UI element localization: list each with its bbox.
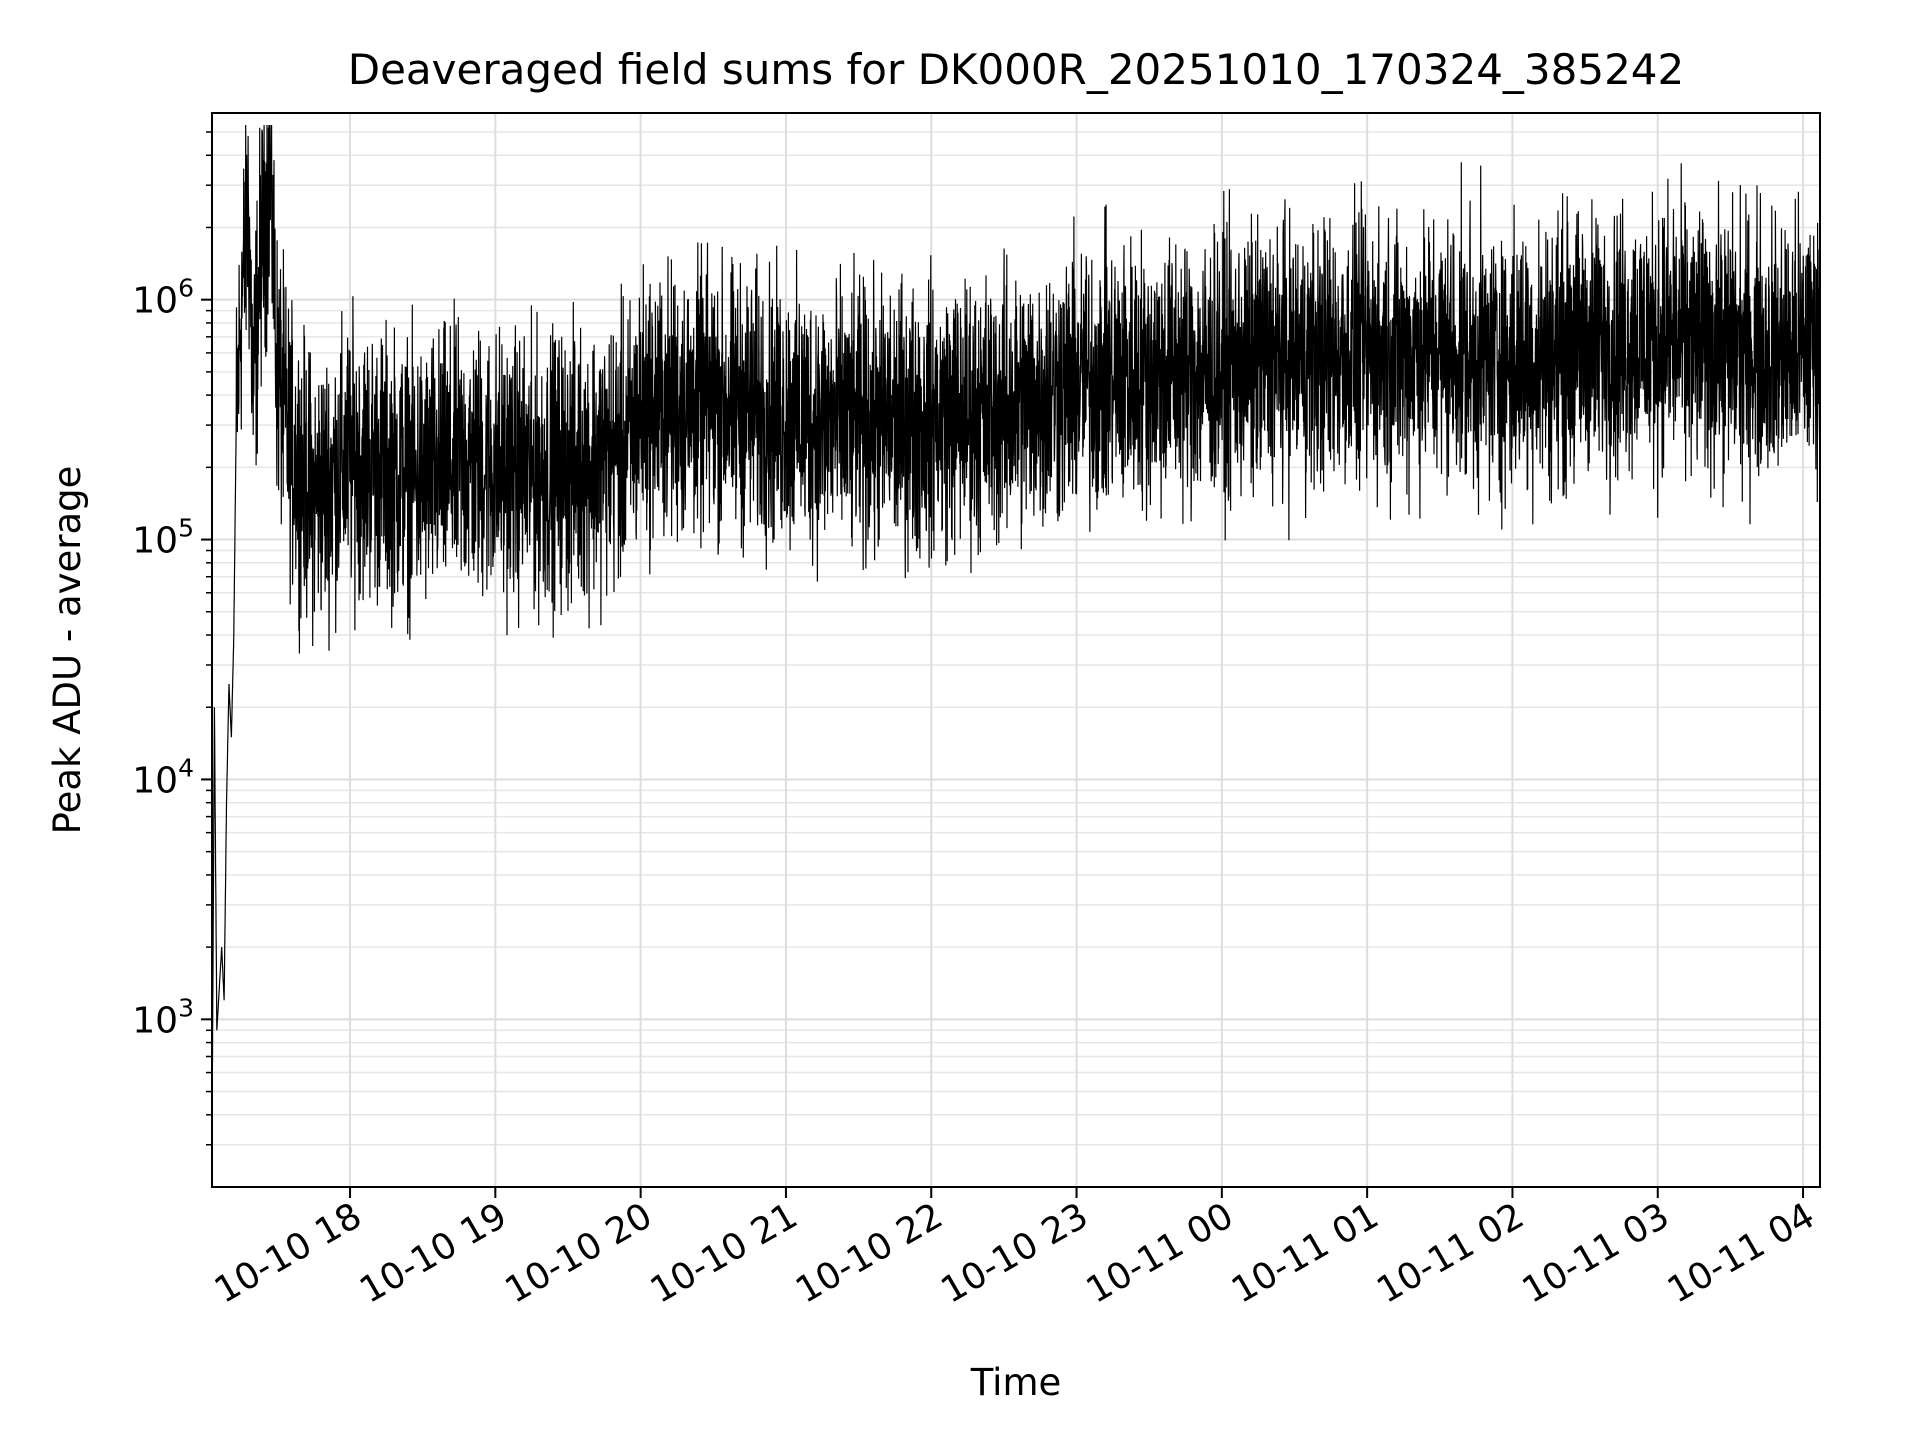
y-tick-label-exponent: 5 [178, 514, 194, 543]
plot-frame [211, 112, 1821, 1188]
y-tick-label-base: 10 [132, 521, 178, 562]
y-tick-label: 106 [132, 274, 194, 322]
series-line [211, 124, 1821, 1145]
series-layer [211, 124, 1821, 1145]
y-tick-label-exponent: 3 [178, 993, 194, 1022]
y-tick-label-base: 10 [132, 281, 178, 322]
y-tick-label-exponent: 4 [178, 753, 194, 782]
y-tick-label-base: 10 [132, 1000, 178, 1041]
grid [212, 113, 1820, 1187]
y-tick-label-base: 10 [132, 760, 178, 801]
y-tick-label-exponent: 6 [178, 274, 194, 303]
y-tick-label: 103 [132, 993, 194, 1041]
y-tick-label: 104 [132, 753, 194, 801]
x-axis-label: Time [970, 1361, 1062, 1404]
y-tick-label: 105 [132, 514, 194, 562]
y-axis-label: Peak ADU - average [46, 466, 89, 835]
chart-title: Deaveraged field sums for DK000R_2025101… [348, 45, 1685, 94]
